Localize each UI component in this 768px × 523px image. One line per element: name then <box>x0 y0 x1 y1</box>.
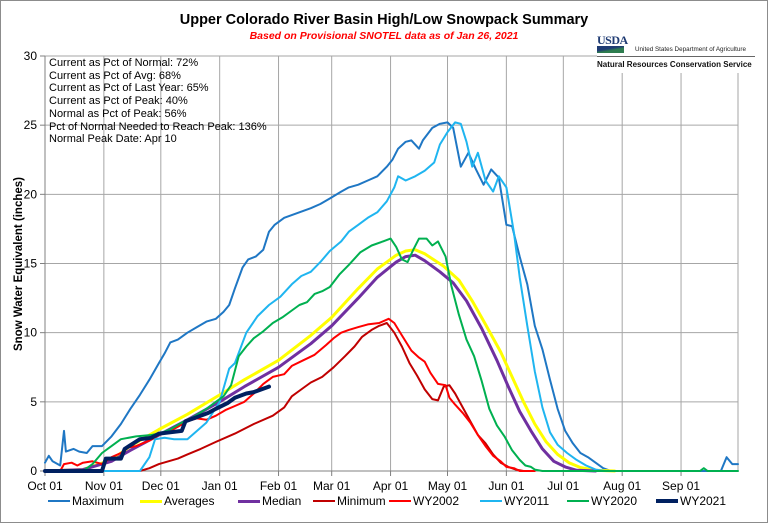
legend-item-median: Median <box>238 494 301 508</box>
legend-label: Averages <box>164 494 215 508</box>
nrcs-agency: Natural Resources Conservation Service <box>597 60 752 69</box>
stat-pct-avg: Current as Pct of Avg: 68% <box>49 69 181 82</box>
series-line-minimum <box>44 322 525 472</box>
legend-swatch <box>656 499 678 503</box>
y-tick-label: 10 <box>24 326 38 340</box>
legend-swatch <box>313 500 335 502</box>
series-line-wy2011 <box>44 121 607 472</box>
stat-normal-pct-peak: Normal as Pct of Peak: 56% <box>49 107 187 120</box>
y-tick-label: 25 <box>24 118 38 132</box>
stat-pct-peak: Current as Pct of Peak: 40% <box>49 95 188 108</box>
series-line-maximum <box>44 121 739 472</box>
stat-pct-last-year: Current as Pct of Last Year: 65% <box>49 82 209 95</box>
y-tick-label: 0 <box>30 464 37 478</box>
stats-annotations: Current as Pct of Normal: 72% Current as… <box>49 57 267 146</box>
legend-item-wy2021: WY2021 <box>656 494 726 508</box>
legend-item-averages: Averages <box>140 494 214 508</box>
x-tick-label: Jan 01 <box>202 479 238 493</box>
legend-swatch <box>480 500 502 502</box>
y-tick-label: 15 <box>24 257 38 271</box>
chart-subtitle: Based on Provisional SNOTEL data as of J… <box>249 30 519 42</box>
legend-item-minimum: Minimum <box>313 494 386 508</box>
stat-normal-peak-date: Normal Peak Date: Apr 10 <box>49 133 177 146</box>
y-tick-label: 20 <box>24 187 38 201</box>
y-tick-labels: 0 5 10 15 20 25 30 <box>24 49 38 478</box>
legend-label: Median <box>262 494 302 508</box>
series-line-wy2002 <box>44 317 536 472</box>
usda-logo-icon <box>597 46 624 53</box>
chart-title: Upper Colorado River Basin High/Low Snow… <box>179 12 589 28</box>
legend-label: Maximum <box>72 494 125 508</box>
legend-swatch <box>567 500 589 502</box>
x-tick-label: Feb 01 <box>260 479 298 493</box>
legend-item-maximum: Maximum <box>48 494 124 508</box>
legend-item-wy2011: WY2011 <box>480 494 549 508</box>
legend-swatch <box>238 499 260 503</box>
legend-item-wy2002: WY2002 <box>389 494 459 508</box>
x-tick-label: Sep 01 <box>662 479 700 493</box>
x-tick-label: Apr 01 <box>373 479 409 493</box>
y-tick-label: 5 <box>30 395 37 409</box>
x-tick-label: Dec 01 <box>142 479 180 493</box>
legend-label: WY2020 <box>591 494 638 508</box>
stat-pct-normal: Current as Pct of Normal: 72% <box>49 57 199 69</box>
usda-nrcs-logo: USDA United States Department of Agricul… <box>597 33 767 73</box>
legend-label: WY2002 <box>413 494 460 508</box>
x-tick-labels: Oct 01 Nov 01 Dec 01 Jan 01 Feb 01 Mar 01 Apr … <box>27 479 700 493</box>
y-tick-label: 30 <box>24 49 38 63</box>
series-line-wy2021 <box>43 384 271 473</box>
legend-swatch <box>140 499 162 503</box>
legend-item-wy2020: WY2020 <box>567 494 637 508</box>
x-tick-label: May 01 <box>428 479 468 493</box>
y-axis-label: Snow Water Equivalent (inches) <box>13 177 25 351</box>
x-tick-label: Aug 01 <box>603 479 641 493</box>
legend-label: WY2021 <box>680 494 727 508</box>
usda-department: United States Department of Agriculture <box>635 46 746 53</box>
legend-swatch <box>48 500 70 502</box>
usda-wordmark: USDA <box>597 33 628 47</box>
x-tick-label: Jul 01 <box>547 479 579 493</box>
series-line-wy2020 <box>44 237 739 472</box>
x-tick-label: Jun 01 <box>488 479 524 493</box>
x-tick-label: Nov 01 <box>85 479 123 493</box>
logo-divider <box>597 56 755 57</box>
stat-pct-needed: Pct of Normal Needed to Reach Peak: 136% <box>49 120 267 133</box>
series-line-averages <box>43 248 617 473</box>
x-tick-label: Oct 01 <box>27 479 63 493</box>
legend-label: WY2011 <box>504 494 550 508</box>
series-lines <box>43 121 739 473</box>
legend-label: Minimum <box>337 494 386 508</box>
legend-swatch <box>389 500 411 502</box>
x-tick-label: Mar 01 <box>313 479 351 493</box>
